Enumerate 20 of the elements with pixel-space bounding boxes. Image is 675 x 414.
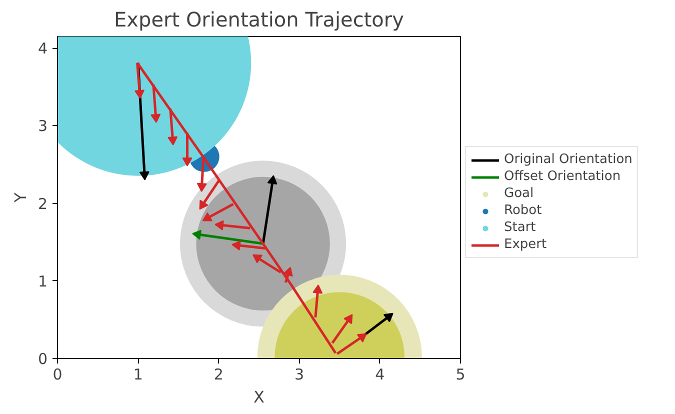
y-tick-label: 2 (38, 194, 48, 213)
chart-title: Expert Orientation Trajectory (114, 8, 404, 32)
y-tick-label: 0 (38, 350, 48, 368)
x-tick-label: 4 (375, 366, 385, 384)
legend-label: Robot (504, 203, 542, 218)
y-axis-title: Y (10, 192, 30, 204)
legend-label: Offset Orientation (504, 169, 621, 184)
legend-label: Start (504, 220, 536, 235)
y-tick-label: 4 (38, 40, 48, 58)
legend-label: Goal (504, 186, 534, 201)
x-tick-label: 1 (133, 366, 143, 384)
x-tick-label: 5 (456, 366, 466, 384)
x-axis-title: X (254, 388, 265, 406)
x-tick-label: 2 (214, 366, 224, 384)
legend-label: Original Orientation (504, 152, 632, 167)
x-tick-label: 0 (52, 366, 62, 384)
y-tick-label: 1 (38, 272, 48, 290)
legend-label: Expert (504, 237, 547, 252)
x-tick-label: 3 (294, 366, 304, 384)
y-tick-label: 3 (38, 117, 48, 136)
